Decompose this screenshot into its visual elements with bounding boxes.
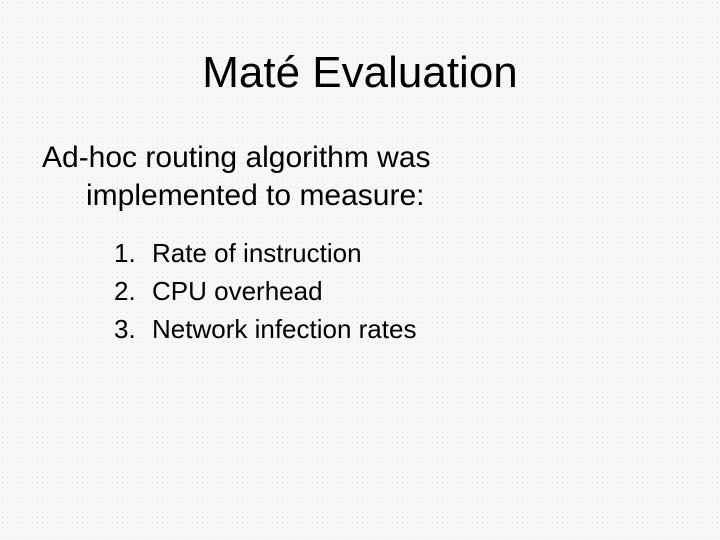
list-item: CPU overhead [114,273,678,311]
list-item: Rate of instruction [114,235,678,273]
slide: Maté Evaluation Ad-hoc routing algorithm… [0,0,720,540]
slide-body: Ad-hoc routing algorithm was implemented… [38,139,682,349]
slide-title: Maté Evaluation [38,48,682,99]
subtitle-line-1: Ad-hoc routing algorithm was [42,141,431,174]
slide-subtitle: Ad-hoc routing algorithm was implemented… [42,139,678,216]
measure-list: Rate of instruction CPU overhead Network… [42,235,678,348]
list-item: Network infection rates [114,311,678,349]
subtitle-line-2: implemented to measure: [42,177,678,215]
